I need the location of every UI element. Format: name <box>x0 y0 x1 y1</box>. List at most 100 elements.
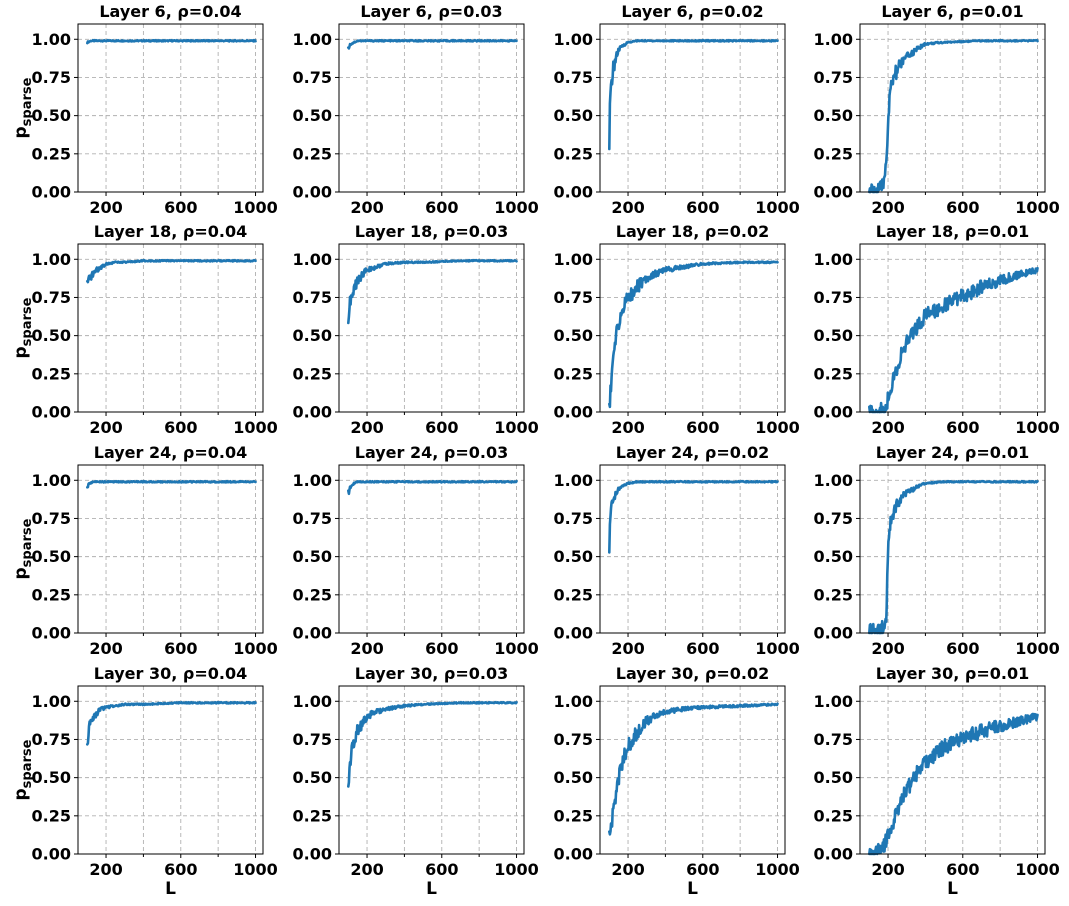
y-axis-label-subscript: sparse <box>20 77 35 126</box>
y-tick-label: 0.75 <box>32 288 71 307</box>
series-line <box>346 479 518 496</box>
plot-frame <box>859 243 1046 413</box>
plot-frame <box>77 23 264 193</box>
x-tick-label: 1000 <box>494 418 539 437</box>
subplot-6: Layer 18, ρ=0.03 0.00 0.25 0.50 0.75 1.00 200 6… <box>293 222 539 437</box>
y-axis-label: psparse <box>11 518 35 579</box>
x-tick-label: 600 <box>425 860 458 879</box>
y-tick-label: 0.25 <box>814 806 853 825</box>
y-tick-label: 0.75 <box>32 730 71 749</box>
y-tick-label: 0.25 <box>814 585 853 604</box>
series-line <box>867 266 1039 414</box>
y-tick-label: 0.00 <box>814 403 853 422</box>
x-tick-label: 200 <box>89 198 122 217</box>
y-axis-label-main: p <box>11 788 31 800</box>
series-line <box>607 479 779 554</box>
subplot-title: Layer 18, ρ=0.04 <box>94 222 248 241</box>
y-tick-label: 1.00 <box>554 471 593 490</box>
y-tick-label: 0.50 <box>32 547 71 566</box>
x-tick-label: 1000 <box>233 860 278 879</box>
x-tick-label: 1000 <box>494 198 539 217</box>
y-tick-label: 0.00 <box>814 845 853 864</box>
plot-frame <box>599 243 786 413</box>
y-tick-label: 0.50 <box>293 106 332 125</box>
y-tick-label: 0.25 <box>293 144 332 163</box>
subplot-2: Layer 6, ρ=0.03 0.00 0.25 0.50 0.75 1.00 200 60… <box>293 2 539 217</box>
y-tick-label: 0.25 <box>554 144 593 163</box>
y-tick-label: 0.25 <box>293 585 332 604</box>
x-tick-label: 1000 <box>233 418 278 437</box>
y-tick-label: 1.00 <box>32 471 71 490</box>
y-tick-label: 1.00 <box>554 30 593 49</box>
x-tick-label: 200 <box>611 860 644 879</box>
subplot-14: Layer 30, ρ=0.03 0.00 0.25 0.50 0.75 1.00 200 6… <box>293 664 539 879</box>
subplot-8: Layer 18, ρ=0.01 0.00 0.25 0.50 0.75 1.00 200 6… <box>814 222 1060 437</box>
x-tick-label: 600 <box>425 639 458 658</box>
subplot-11: Layer 24, ρ=0.02 0.00 0.25 0.50 0.75 1.00 200 6… <box>554 443 800 658</box>
subplot-title: Layer 18, ρ=0.02 <box>616 222 770 241</box>
series-line <box>346 38 518 50</box>
subplot-title: Layer 24, ρ=0.04 <box>94 443 248 462</box>
y-tick-label: 1.00 <box>814 692 853 711</box>
x-tick-label: 600 <box>946 860 979 879</box>
series-line <box>86 479 257 489</box>
plot-frame <box>338 23 525 193</box>
y-tick-label: 0.50 <box>814 106 853 125</box>
plot-frame <box>599 464 786 634</box>
x-tick-label: 200 <box>350 860 383 879</box>
x-tick-label: 1000 <box>755 860 800 879</box>
x-tick-label: 200 <box>871 198 904 217</box>
x-tick-label: 200 <box>611 418 644 437</box>
y-tick-label: 1.00 <box>32 30 71 49</box>
y-tick-label: 0.00 <box>32 845 71 864</box>
plot-frame <box>77 685 264 855</box>
y-tick-label: 0.00 <box>293 183 332 202</box>
series-line <box>86 258 257 284</box>
x-tick-label: 600 <box>686 418 719 437</box>
x-axis-label: L <box>165 879 176 899</box>
y-tick-label: 0.75 <box>293 68 332 87</box>
y-tick-label: 0.25 <box>814 144 853 163</box>
subplot-title: Layer 24, ρ=0.01 <box>876 443 1030 462</box>
subplot-5: Layer 18, ρ=0.04 0.00 0.25 0.50 0.75 1.00 200 6… <box>32 222 278 437</box>
x-tick-label: 200 <box>350 198 383 217</box>
y-tick-label: 0.00 <box>554 845 593 864</box>
plot-frame <box>77 243 264 413</box>
x-tick-label: 200 <box>89 639 122 658</box>
series-line <box>86 700 257 746</box>
x-tick-label: 600 <box>946 639 979 658</box>
x-tick-label: 600 <box>686 198 719 217</box>
x-tick-label: 600 <box>686 860 719 879</box>
y-tick-label: 0.25 <box>293 806 332 825</box>
y-tick-label: 1.00 <box>814 250 853 269</box>
x-axis-label: L <box>687 879 698 899</box>
x-tick-label: 1000 <box>233 198 278 217</box>
x-tick-label: 600 <box>946 198 979 217</box>
subplot-title: Layer 30, ρ=0.04 <box>94 664 248 683</box>
x-tick-label: 200 <box>89 418 122 437</box>
series-line <box>867 38 1039 194</box>
x-tick-label: 600 <box>946 418 979 437</box>
y-axis-label-main: p <box>11 346 31 358</box>
y-tick-label: 0.25 <box>32 144 71 163</box>
x-tick-label: 200 <box>611 198 644 217</box>
x-tick-label: 200 <box>871 860 904 879</box>
y-axis-label: psparse <box>11 77 35 138</box>
subplot-1: Layer 6, ρ=0.04 0.00 0.25 0.50 0.75 1.00 200 60… <box>32 2 278 217</box>
y-tick-label: 1.00 <box>293 30 332 49</box>
series-line <box>607 702 779 836</box>
y-tick-label: 1.00 <box>293 250 332 269</box>
x-tick-label: 1000 <box>1015 198 1060 217</box>
y-tick-label: 0.00 <box>32 624 71 643</box>
y-tick-label: 0.25 <box>554 364 593 383</box>
series-line <box>867 479 1039 635</box>
x-tick-label: 1000 <box>1015 639 1060 658</box>
plot-frame <box>859 464 1046 634</box>
y-tick-label: 0.50 <box>32 326 71 345</box>
series-line <box>867 712 1039 856</box>
series-line <box>86 38 257 45</box>
y-tick-label: 0.50 <box>554 768 593 787</box>
